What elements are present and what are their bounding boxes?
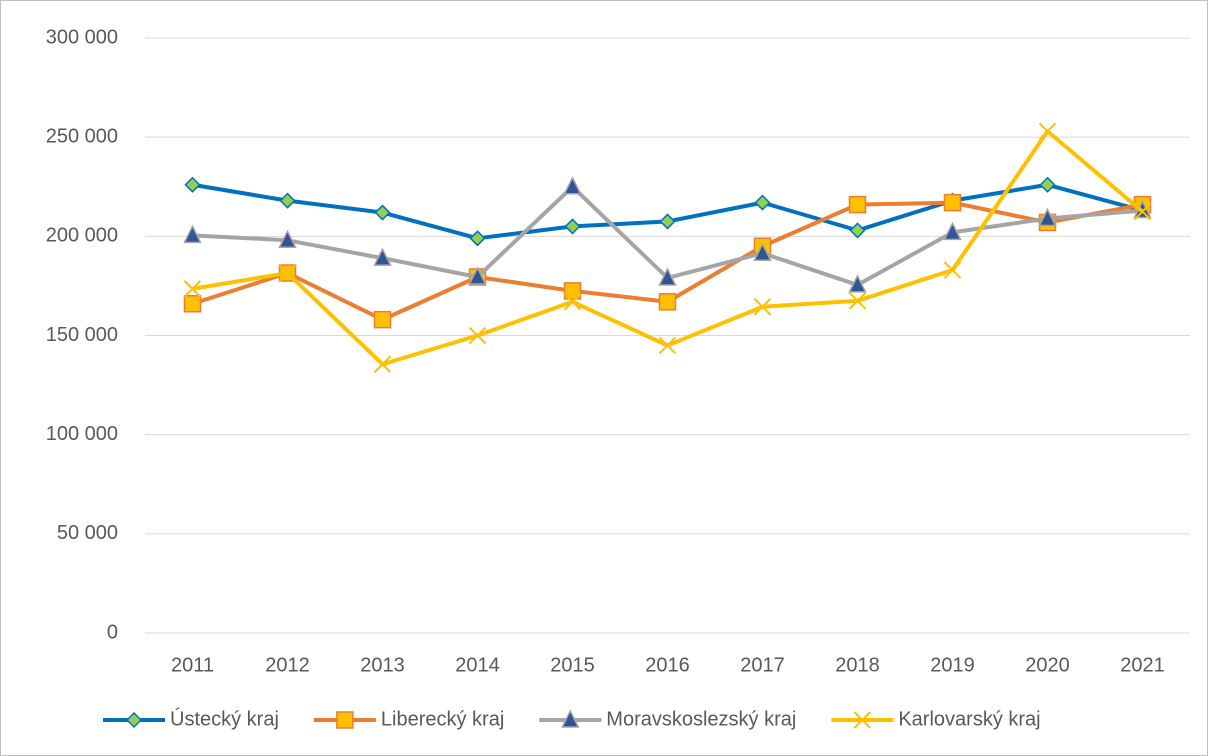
marker — [183, 224, 202, 244]
x-tick-label: 2019 — [930, 654, 975, 676]
marker — [468, 326, 487, 345]
marker — [753, 242, 772, 261]
legend-label: Ústecký kraj — [170, 707, 279, 730]
legend-label: Liberecký kraj — [381, 708, 504, 730]
y-tick-label: 150 000 — [46, 324, 118, 346]
marker — [278, 229, 297, 249]
marker — [658, 267, 677, 286]
x-tick-label: 2020 — [1025, 654, 1070, 676]
marker — [564, 218, 581, 235]
x-tick-label: 2012 — [265, 654, 310, 676]
y-tick-label: 50 000 — [57, 522, 118, 544]
marker — [848, 195, 867, 214]
marker — [943, 261, 962, 279]
marker — [184, 176, 201, 193]
x-tick-label: 2011 — [171, 654, 214, 676]
marker — [373, 310, 392, 329]
marker — [183, 295, 202, 313]
marker — [848, 292, 867, 310]
marker — [183, 280, 202, 298]
marker — [1039, 176, 1056, 193]
x-tick-label: 2016 — [645, 654, 690, 676]
legend-label: Moravskoslezský kraj — [606, 708, 796, 730]
x-tick-label: 2015 — [550, 654, 595, 676]
x-tick-label: 2021 — [1120, 654, 1165, 676]
x-tick-label: 2013 — [360, 654, 405, 676]
marker — [373, 247, 392, 266]
marker — [943, 193, 962, 212]
marker — [658, 293, 677, 311]
legend-marker — [125, 711, 143, 729]
marker — [659, 213, 676, 230]
marker — [848, 274, 867, 293]
marker — [1038, 207, 1057, 227]
y-tick-label: 200 000 — [46, 225, 118, 247]
marker — [374, 204, 391, 221]
legend-marker — [561, 709, 580, 728]
legend-label: Karlovarský kraj — [898, 708, 1040, 730]
marker — [373, 355, 392, 373]
marker — [1133, 202, 1152, 221]
y-tick-label: 300 000 — [46, 26, 118, 48]
marker — [278, 264, 297, 282]
marker — [563, 282, 582, 300]
marker — [468, 266, 487, 285]
y-tick-label: 100 000 — [46, 423, 118, 445]
marker — [754, 194, 771, 211]
y-tick-label: 0 — [107, 621, 118, 643]
marker — [849, 222, 866, 239]
marker — [658, 336, 677, 355]
y-tick-label: 250 000 — [46, 125, 118, 147]
marker — [279, 192, 296, 209]
legend-marker — [853, 711, 872, 729]
x-tick-label: 2018 — [835, 654, 880, 676]
marker — [943, 221, 962, 241]
marker — [1038, 122, 1057, 140]
x-tick-label: 2017 — [740, 654, 785, 676]
marker — [563, 176, 582, 195]
marker — [563, 293, 582, 311]
x-tick-label: 2014 — [455, 654, 500, 676]
legend-marker — [336, 711, 354, 729]
marker — [469, 230, 486, 247]
marker — [753, 298, 772, 316]
